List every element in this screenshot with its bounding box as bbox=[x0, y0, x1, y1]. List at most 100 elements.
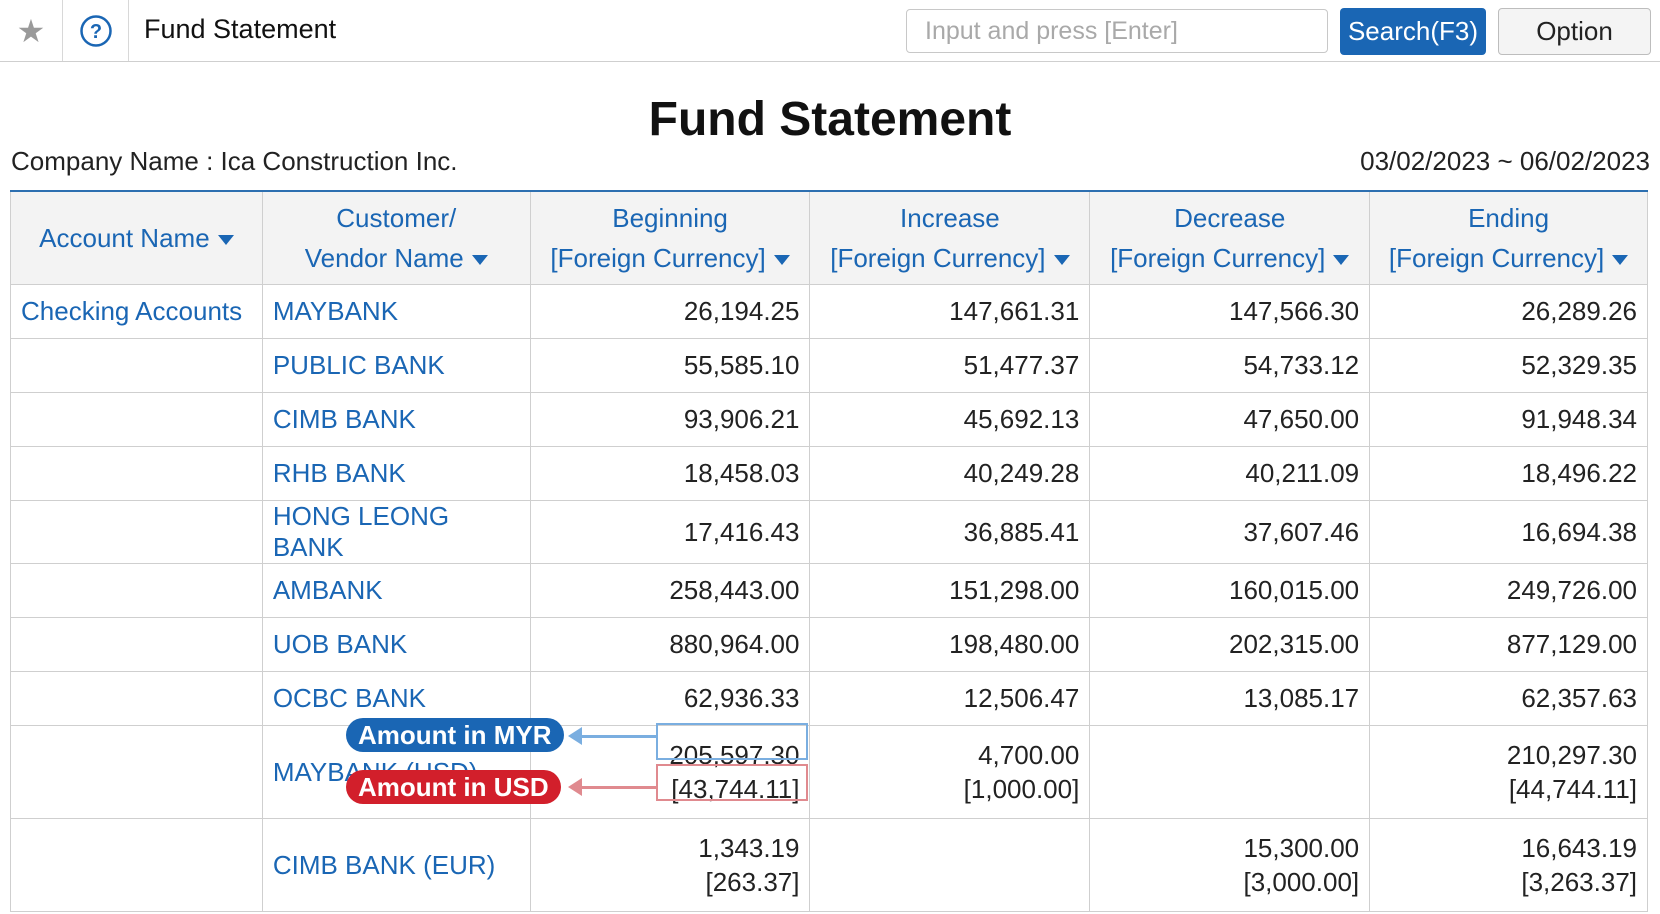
increase-cell: 36,885.41 bbox=[809, 500, 1091, 564]
beginning-cell: 258,443.00 bbox=[529, 563, 811, 618]
decrease-cell: 40,211.09 bbox=[1089, 446, 1371, 501]
header-vendor-name[interactable]: Customer/ Vendor Name bbox=[261, 190, 531, 285]
option-button[interactable]: Option bbox=[1498, 8, 1651, 55]
vendor-cell[interactable]: RHB BANK bbox=[261, 446, 531, 501]
fund-statement-table: Account Name Customer/ Vendor Name Begin… bbox=[10, 190, 1648, 912]
ending-cell: 52,329.35 bbox=[1369, 338, 1648, 393]
table-row-foreign-currency: MAYBANK (USD) 205,597.30 [43,744.11] 4,7… bbox=[10, 725, 1648, 819]
increase-cell: 4,700.00 [1,000.00] bbox=[809, 725, 1091, 819]
decrease-cell: 160,015.00 bbox=[1089, 563, 1371, 618]
account-cell bbox=[10, 338, 263, 393]
vendor-cell[interactable]: MAYBANK bbox=[261, 284, 531, 339]
table-row: AMBANK 258,443.00 151,298.00 160,015.00 … bbox=[10, 563, 1648, 618]
ending-cell: 877,129.00 bbox=[1369, 617, 1648, 672]
header-ending[interactable]: Ending [Foreign Currency] bbox=[1369, 190, 1648, 285]
company-name: Company Name : Ica Construction Inc. bbox=[11, 146, 458, 176]
ending-cell: 16,694.38 bbox=[1369, 500, 1648, 564]
ending-cell: 26,289.26 bbox=[1369, 284, 1648, 339]
page-title: Fund Statement bbox=[144, 14, 337, 44]
decrease-cell: 47,650.00 bbox=[1089, 392, 1371, 447]
usd-arrow bbox=[580, 786, 656, 789]
vendor-cell[interactable]: CIMB BANK bbox=[261, 392, 531, 447]
decrease-cell: 54,733.12 bbox=[1089, 338, 1371, 393]
table-row: OCBC BANK 62,936.33 12,506.47 13,085.17 … bbox=[10, 671, 1648, 726]
usd-highlight-box bbox=[656, 764, 808, 801]
increase-cell: 12,506.47 bbox=[809, 671, 1091, 726]
report-title: Fund Statement bbox=[648, 93, 1012, 146]
increase-cell: 147,661.31 bbox=[809, 284, 1091, 339]
table-row: PUBLIC BANK 55,585.10 51,477.37 54,733.1… bbox=[10, 338, 1648, 393]
header-beginning[interactable]: Beginning [Foreign Currency] bbox=[529, 190, 811, 285]
decrease-cell: 15,300.00 [3,000.00] bbox=[1089, 818, 1371, 912]
increase-cell bbox=[809, 818, 1091, 912]
increase-cell: 151,298.00 bbox=[809, 563, 1091, 618]
vendor-cell[interactable]: UOB BANK bbox=[261, 617, 531, 672]
beginning-cell: 880,964.00 bbox=[529, 617, 811, 672]
account-cell bbox=[10, 500, 263, 564]
account-cell bbox=[10, 392, 263, 447]
sort-caret-icon bbox=[217, 235, 234, 246]
favorite-star-button[interactable]: ★ bbox=[0, 0, 63, 61]
report-period: 03/02/2023 ~ 06/02/2023 bbox=[1360, 146, 1650, 176]
search-input[interactable] bbox=[906, 9, 1328, 53]
ending-cell: 91,948.34 bbox=[1369, 392, 1648, 447]
decrease-cell: 13,085.17 bbox=[1089, 671, 1371, 726]
increase-cell: 198,480.00 bbox=[809, 617, 1091, 672]
vendor-cell[interactable]: HONG LEONG BANK bbox=[261, 500, 531, 564]
vendor-cell[interactable]: PUBLIC BANK bbox=[261, 338, 531, 393]
svg-text:?: ? bbox=[89, 21, 101, 43]
help-icon: ? bbox=[79, 14, 112, 47]
myr-arrow bbox=[580, 735, 656, 738]
sort-caret-icon bbox=[471, 255, 488, 266]
table-row: CIMB BANK 93,906.21 45,692.13 47,650.00 … bbox=[10, 392, 1648, 447]
myr-highlight-box bbox=[656, 723, 808, 760]
header-increase[interactable]: Increase [Foreign Currency] bbox=[809, 190, 1091, 285]
star-icon: ★ bbox=[16, 12, 46, 49]
account-cell bbox=[10, 818, 263, 912]
sort-caret-icon bbox=[773, 255, 790, 266]
table-row: HONG LEONG BANK 17,416.43 36,885.41 37,6… bbox=[10, 500, 1648, 564]
table-header-row: Account Name Customer/ Vendor Name Begin… bbox=[10, 190, 1648, 285]
toolbar: ★ ? Fund Statement Search(F3) Option bbox=[0, 0, 1660, 62]
beginning-cell: 62,936.33 bbox=[529, 671, 811, 726]
ending-cell: 62,357.63 bbox=[1369, 671, 1648, 726]
decrease-cell: 147,566.30 bbox=[1089, 284, 1371, 339]
beginning-cell: 55,585.10 bbox=[529, 338, 811, 393]
sort-caret-icon bbox=[1333, 255, 1350, 266]
sort-caret-icon bbox=[1053, 255, 1070, 266]
table-row-foreign-currency: CIMB BANK (EUR) 1,343.19 [263.37] 15,300… bbox=[10, 818, 1648, 912]
beginning-cell: 18,458.03 bbox=[529, 446, 811, 501]
increase-cell: 40,249.28 bbox=[809, 446, 1091, 501]
decrease-cell: 202,315.00 bbox=[1089, 617, 1371, 672]
ending-cell: 210,297.30 [44,744.11] bbox=[1369, 725, 1648, 819]
account-cell bbox=[10, 671, 263, 726]
decrease-cell bbox=[1089, 725, 1371, 819]
beginning-cell: 17,416.43 bbox=[529, 500, 811, 564]
account-cell bbox=[10, 725, 263, 819]
ending-cell: 16,643.19 [3,263.37] bbox=[1369, 818, 1648, 912]
account-cell bbox=[10, 563, 263, 618]
header-account-name[interactable]: Account Name bbox=[10, 190, 263, 285]
header-decrease[interactable]: Decrease [Foreign Currency] bbox=[1089, 190, 1371, 285]
account-cell[interactable]: Checking Accounts bbox=[10, 284, 263, 339]
help-button[interactable]: ? bbox=[63, 0, 129, 61]
beginning-cell: 26,194.25 bbox=[529, 284, 811, 339]
account-cell bbox=[10, 617, 263, 672]
vendor-cell[interactable]: AMBANK bbox=[261, 563, 531, 618]
beginning-cell: 93,906.21 bbox=[529, 392, 811, 447]
table-row: Checking Accounts MAYBANK 26,194.25 147,… bbox=[10, 284, 1648, 339]
table-row: RHB BANK 18,458.03 40,249.28 40,211.09 1… bbox=[10, 446, 1648, 501]
increase-cell: 45,692.13 bbox=[809, 392, 1091, 447]
myr-arrow-head bbox=[568, 727, 582, 745]
amount-in-usd-badge: Amount in USD bbox=[346, 770, 561, 804]
sort-caret-icon bbox=[1612, 255, 1629, 266]
vendor-cell[interactable]: OCBC BANK bbox=[261, 671, 531, 726]
decrease-cell: 37,607.46 bbox=[1089, 500, 1371, 564]
beginning-cell: 1,343.19 [263.37] bbox=[529, 818, 811, 912]
table-row: UOB BANK 880,964.00 198,480.00 202,315.0… bbox=[10, 617, 1648, 672]
ending-cell: 249,726.00 bbox=[1369, 563, 1648, 618]
ending-cell: 18,496.22 bbox=[1369, 446, 1648, 501]
search-button[interactable]: Search(F3) bbox=[1340, 8, 1486, 55]
increase-cell: 51,477.37 bbox=[809, 338, 1091, 393]
vendor-cell[interactable]: CIMB BANK (EUR) bbox=[261, 818, 531, 912]
